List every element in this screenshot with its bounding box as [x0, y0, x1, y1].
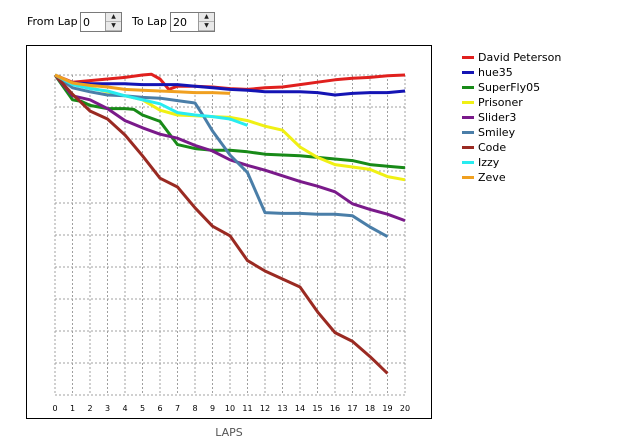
legend-label: David Peterson [478, 51, 562, 64]
legend-swatch [462, 101, 474, 104]
legend-swatch [462, 161, 474, 164]
series-line-hue35 [54, 73, 406, 97]
series-line-izzy [54, 73, 249, 127]
x-tick-label: 14 [295, 404, 305, 413]
x-tick-label: 10 [225, 404, 235, 413]
from-lap-down-icon[interactable]: ▼ [106, 22, 121, 31]
x-tick-label: 11 [242, 404, 252, 413]
legend-label: hue35 [478, 66, 513, 79]
legend-label: Smiley [478, 126, 516, 139]
x-tick-label: 0 [52, 404, 57, 413]
x-tick-label: 19 [382, 404, 392, 413]
x-tick-label: 6 [157, 404, 162, 413]
series-line-smiley [54, 73, 389, 238]
x-tick-label: 13 [277, 404, 287, 413]
x-tick-label: 7 [175, 404, 180, 413]
chart-grid [54, 74, 406, 396]
from-lap-up-icon[interactable]: ▲ [106, 13, 121, 22]
lap-chart-frame: 0 1 2 3 4 5 6 7 8 9 10 11 12 13 14 15 16 17 18 19 20 [26, 45, 432, 419]
x-tick-label: 18 [365, 404, 375, 413]
x-tick-label: 8 [192, 404, 197, 413]
x-tick-label: 12 [260, 404, 270, 413]
x-tick-label: 4 [122, 404, 127, 413]
to-lap-up-icon[interactable]: ▲ [199, 13, 214, 22]
legend-swatch [462, 176, 474, 179]
x-tick-label: 2 [87, 404, 92, 413]
x-tick-labels: 0 1 2 3 4 5 6 7 8 9 10 11 12 13 14 15 16 17 18 19 20 [52, 404, 410, 413]
x-tick-label: 5 [140, 404, 145, 413]
series-line-zeve [54, 73, 231, 95]
x-tick-label: 1 [70, 404, 75, 413]
x-tick-label: 15 [312, 404, 322, 413]
legend-label: Izzy [478, 156, 500, 169]
series-line-slider3 [53, 74, 406, 223]
legend-swatch [462, 56, 474, 59]
to-lap-down-icon[interactable]: ▼ [199, 22, 214, 31]
x-tick-label: 17 [347, 404, 357, 413]
from-lap-spinner[interactable]: ▲ ▼ [80, 12, 122, 32]
from-lap-input[interactable] [83, 15, 105, 29]
to-lap-spinner[interactable]: ▲ ▼ [170, 12, 215, 32]
x-tick-label: 3 [105, 404, 110, 413]
to-lap-input[interactable] [173, 15, 198, 29]
legend-swatch [462, 116, 474, 119]
legend-label: Prisoner [478, 96, 523, 109]
legend-swatch [462, 86, 474, 89]
from-lap-label: From Lap [27, 15, 78, 28]
lap-position-chart: 0 1 2 3 4 5 6 7 8 9 10 11 12 13 14 15 16 17 18 19 20 [52, 72, 410, 413]
series-line-code [53, 73, 389, 375]
legend-label: Slider3 [478, 111, 517, 124]
legend-swatch [462, 146, 474, 149]
to-lap-label: To Lap [132, 15, 167, 28]
x-tick-label: 20 [400, 404, 410, 413]
x-tick-label: 9 [210, 404, 215, 413]
x-axis-title: LAPS [215, 426, 243, 439]
chart-series-layer [53, 72, 406, 375]
x-tick-label: 16 [330, 404, 340, 413]
legend-swatch [462, 131, 474, 134]
legend-swatch [462, 71, 474, 74]
legend-label: Code [478, 141, 507, 154]
legend-label: SuperFly05 [478, 81, 541, 94]
legend-label: Zeve [478, 171, 506, 184]
